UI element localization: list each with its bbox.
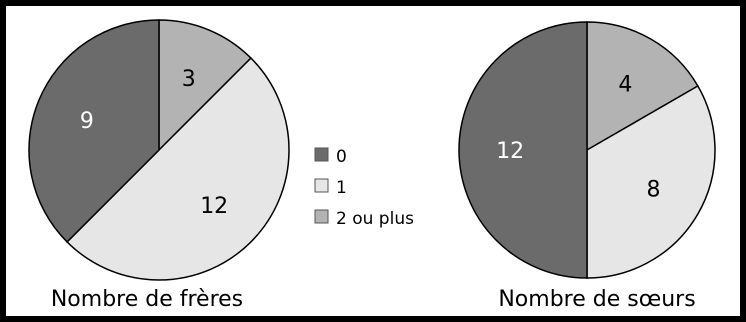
caption-freres: Nombre de frères — [51, 287, 243, 312]
pie-chart-soeurs: 4 8 12 — [458, 21, 716, 279]
legend-swatch-1 — [314, 178, 329, 193]
pie-slice-freres-0 — [158, 19, 252, 152]
legend-label-0: 0 — [336, 147, 347, 167]
pie-slice-soeurs-1 — [586, 84, 716, 279]
legend-label-2: 2 ou plus — [336, 209, 414, 229]
pie-label-soeurs-0: 4 — [618, 73, 632, 98]
pie-label-soeurs-2: 12 — [496, 139, 524, 164]
pie-chart-freres: 3 12 9 — [28, 19, 290, 281]
pie-label-soeurs-1: 8 — [647, 177, 661, 202]
pie-label-freres-0: 3 — [182, 67, 196, 92]
legend-swatch-0 — [314, 147, 329, 162]
pie-label-freres-2: 9 — [80, 109, 94, 134]
pie-slice-freres-1 — [66, 57, 290, 281]
pie-slice-soeurs-2 — [458, 21, 588, 279]
legend-swatch-2 — [314, 209, 329, 224]
caption-soeurs: Nombre de sœurs — [498, 287, 695, 312]
pie-slice-freres-2 — [28, 19, 160, 243]
pie-label-freres-1: 12 — [200, 194, 228, 219]
pie-slice-soeurs-0 — [586, 21, 699, 152]
legend-label-1: 1 — [336, 178, 347, 198]
legend: 0 1 2 ou plus — [314, 147, 414, 229]
